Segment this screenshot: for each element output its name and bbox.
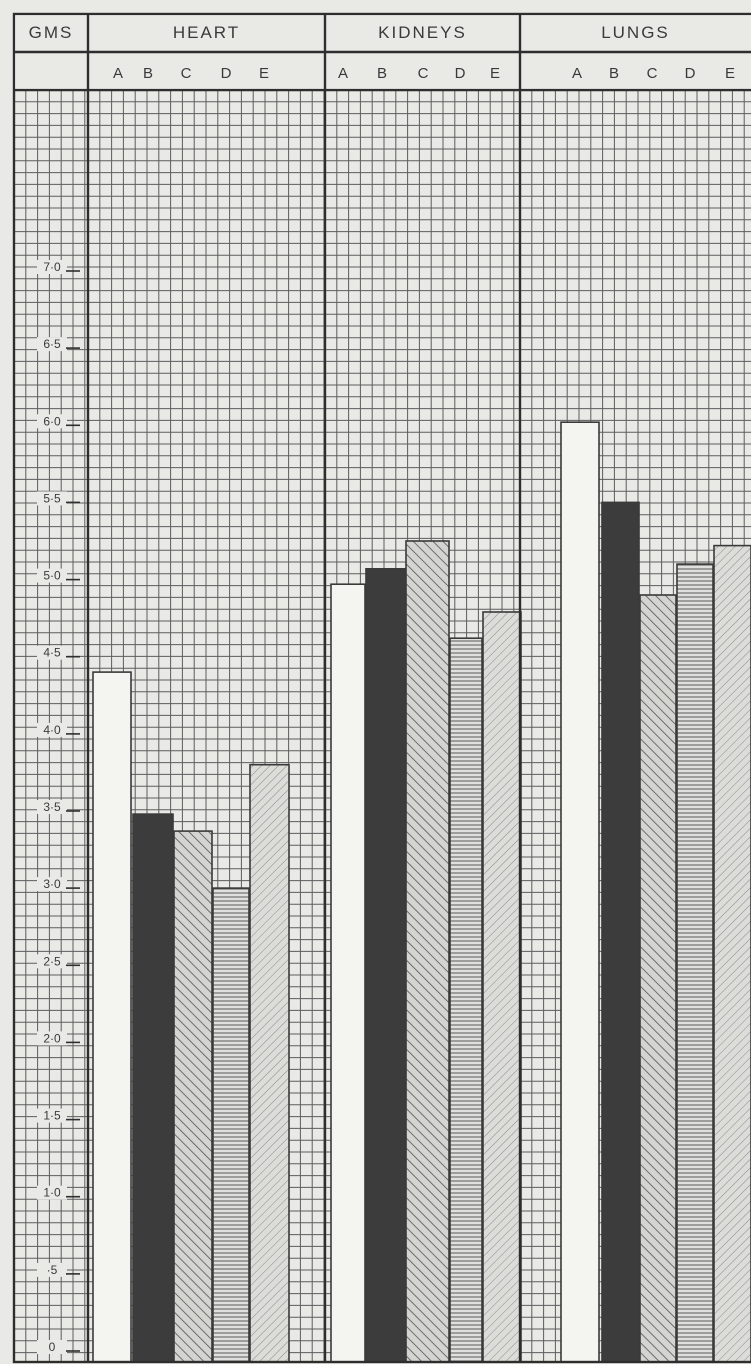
group-title-heart: HEART xyxy=(173,23,240,42)
bar-kidneys-e xyxy=(482,611,522,1363)
tick-label-bg xyxy=(37,337,67,352)
y-tick-label: 6·0 xyxy=(43,414,61,428)
y-axis-label: GMS xyxy=(29,23,74,42)
tick-label-bg xyxy=(37,1262,67,1277)
tick-label-bg xyxy=(37,1108,67,1123)
header-layer: GMS HEART A B C D E KIDNEYS A B C D E LUNGS A B C D E xyxy=(14,14,751,90)
y-tick-label: 5·0 xyxy=(43,569,61,583)
tick-label-bg xyxy=(37,414,67,429)
y-tick-label: 2·0 xyxy=(43,1031,61,1045)
y-tick-label: 3·0 xyxy=(43,877,61,891)
category-label-lungs-c: C xyxy=(647,65,658,82)
y-tick-label: 2·5 xyxy=(43,954,61,968)
tick-label-bg xyxy=(37,954,67,969)
category-label-heart-e: E xyxy=(259,65,269,82)
category-label-kidneys-b: B xyxy=(377,65,387,82)
category-label-heart-a: A xyxy=(113,65,123,82)
y-tick-label: 1·0 xyxy=(43,1186,61,1200)
y-tick-label: 4·5 xyxy=(43,646,61,660)
category-label-lungs-b: B xyxy=(609,65,619,82)
category-label-kidneys-c: C xyxy=(418,65,429,82)
y-tick-label: ·5 xyxy=(47,1263,58,1277)
tick-label-bg xyxy=(37,1185,67,1200)
bar-heart-e xyxy=(249,763,290,1363)
bar-lungs-d xyxy=(676,563,714,1363)
bar-lungs-b xyxy=(601,501,640,1363)
y-tick-label: 7·0 xyxy=(43,260,61,274)
tick-label-bg xyxy=(37,1340,67,1354)
category-label-kidneys-e: E xyxy=(490,65,500,82)
y-tick-label: 6·5 xyxy=(43,337,61,351)
category-label-kidneys-d: D xyxy=(455,65,466,82)
tick-label-bg xyxy=(37,877,67,892)
bar-lungs-c xyxy=(639,594,677,1363)
bar-heart-b xyxy=(132,813,174,1363)
category-label-lungs-a: A xyxy=(572,65,582,82)
tick-label-bg xyxy=(37,568,67,583)
category-label-lungs-d: D xyxy=(685,65,696,82)
category-label-kidneys-a: A xyxy=(338,65,348,82)
bar-kidneys-c xyxy=(405,540,450,1363)
bar-kidneys-b xyxy=(365,567,407,1363)
y-tick-label: 4·0 xyxy=(43,723,61,737)
bar-lungs-a xyxy=(560,421,600,1363)
bar-heart-c xyxy=(173,830,213,1363)
y-tick-label: 1·5 xyxy=(43,1109,61,1123)
y-tick-label: 5·5 xyxy=(43,491,61,505)
tick-label-bg xyxy=(37,1031,67,1046)
bar-heart-d xyxy=(212,887,250,1363)
tick-label-bg xyxy=(37,260,67,274)
bar-lungs-e xyxy=(713,544,751,1363)
tick-label-bg xyxy=(37,645,67,660)
bar-kidneys-a xyxy=(330,583,366,1363)
tick-label-bg xyxy=(37,800,67,814)
group-title-lungs: LUNGS xyxy=(601,23,670,42)
tick-label-bg xyxy=(37,491,67,506)
y-tick-label: 0 xyxy=(49,1340,56,1354)
category-label-lungs-e: E xyxy=(725,65,735,82)
category-label-heart-b: B xyxy=(143,65,153,82)
category-label-heart-c: C xyxy=(181,65,192,82)
bar-heart-a xyxy=(92,671,132,1363)
tick-layer: 0 ·5 1·0 1·5 2·0 2·5 3·0 3·5 4·0 4·5 5·0 5·5 6·0 6·5 7… xyxy=(37,260,80,1354)
group-title-kidneys: KIDNEYS xyxy=(378,23,467,42)
y-tick-label: 3·5 xyxy=(43,800,61,814)
bar-layer xyxy=(92,421,751,1363)
tick-label-bg xyxy=(37,722,67,737)
bar-kidneys-d xyxy=(449,637,483,1363)
category-label-heart-d: D xyxy=(221,65,232,82)
